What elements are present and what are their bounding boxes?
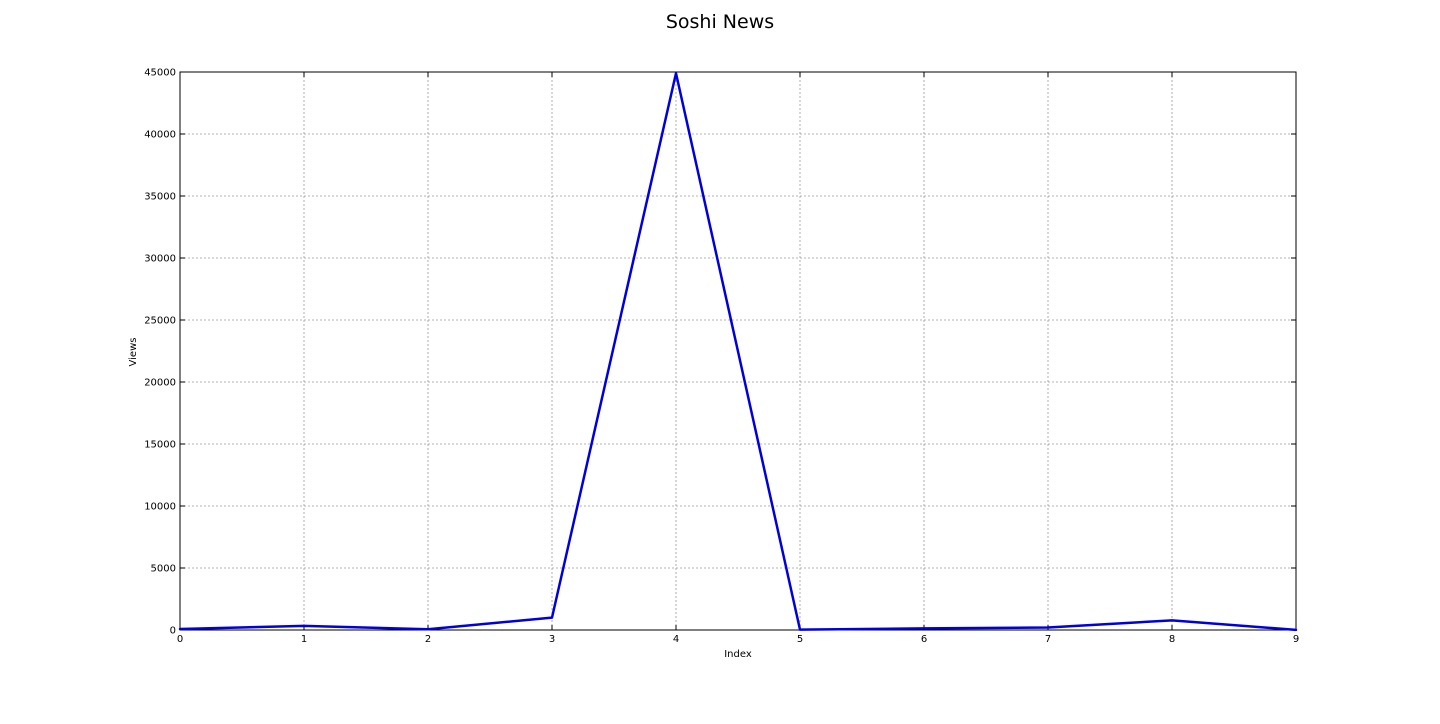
y-tick-label: 45000 [144, 68, 176, 79]
y-tick-label: 20000 [144, 378, 176, 389]
ticks-layer: 0 1 2 3 4 5 6 7 8 9 0 5000 10000 15000 20000 25000 30000… [144, 68, 1299, 646]
x-tick-label: 7 [1045, 634, 1051, 645]
x-tick-label: 0 [177, 634, 183, 645]
y-tick-label: 40000 [144, 130, 176, 141]
x-tick-label: 2 [425, 634, 431, 645]
y-tick-label: 35000 [144, 192, 176, 203]
x-tick-label: 1 [301, 634, 307, 645]
x-axis-title: Index [724, 649, 752, 660]
series-layer [178, 71, 1298, 632]
y-tick-label: 5000 [151, 564, 176, 575]
y-axis-title: Views [128, 338, 139, 367]
chart-title: Soshi News [666, 11, 774, 33]
x-tick-label: 6 [921, 634, 927, 645]
x-tick-label: 8 [1169, 634, 1175, 645]
y-tick-label: 0 [170, 626, 176, 637]
plot-area-frame [179, 71, 1297, 631]
x-tick-label: 9 [1293, 634, 1299, 645]
grid-layer [180, 72, 1296, 630]
x-tick-label: 4 [673, 634, 679, 645]
x-tick-label: 3 [549, 634, 555, 645]
x-tick-label: 5 [797, 634, 803, 645]
series-line-0 [178, 71, 1298, 632]
y-tick-label: 30000 [144, 254, 176, 265]
y-tick-label: 15000 [144, 440, 176, 451]
y-tick-label: 25000 [144, 316, 176, 327]
y-tick-label: 10000 [144, 502, 176, 513]
